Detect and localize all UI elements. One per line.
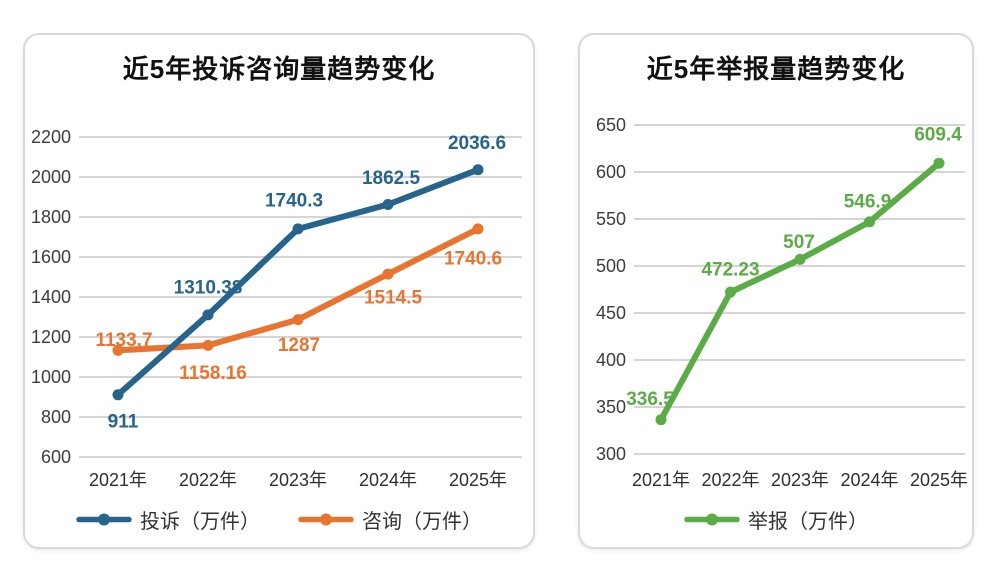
legend-item: 投诉（万件） bbox=[76, 505, 260, 534]
legend-item: 举报（万件） bbox=[684, 505, 868, 534]
data-point-marker bbox=[112, 344, 124, 356]
data-point-marker bbox=[382, 199, 394, 210]
x-tick-label: 2023年 bbox=[269, 470, 327, 490]
y-tick-label: 1000 bbox=[31, 367, 71, 387]
legend-label: 咨询（万件） bbox=[362, 510, 482, 533]
legend-label: 举报（万件） bbox=[748, 510, 868, 533]
legend-line-marker-icon bbox=[298, 513, 354, 525]
y-tick-label: 450 bbox=[596, 303, 626, 323]
legend-label: 投诉（万件） bbox=[140, 510, 260, 533]
y-tick-label: 1400 bbox=[31, 287, 71, 307]
legend-dot bbox=[98, 513, 110, 525]
y-tick-label: 600 bbox=[596, 162, 626, 182]
data-label: 1740.6 bbox=[444, 248, 502, 269]
legend-line-marker-icon bbox=[684, 513, 740, 525]
line-chart-complaints-consultations: 2200 2000 1800 1600 1400 1200 1000 800 600 2021年 2… bbox=[31, 127, 522, 490]
legend-dot bbox=[706, 513, 718, 525]
x-tick-label: 2021年 bbox=[89, 470, 147, 490]
series-line-0 bbox=[658, 160, 942, 423]
data-point-marker bbox=[292, 223, 304, 235]
data-point-marker bbox=[202, 309, 214, 321]
data-label: 472.23 bbox=[701, 260, 759, 281]
y-tick-label: 550 bbox=[596, 209, 626, 229]
y-tick-label: 350 bbox=[596, 397, 626, 417]
x-tick-label: 2022年 bbox=[701, 470, 759, 490]
x-tick-label: 2021年 bbox=[632, 470, 690, 490]
data-point-marker bbox=[794, 253, 806, 265]
data-label: 546.9 bbox=[844, 191, 892, 212]
chart-legend: 举报（万件） bbox=[580, 502, 972, 536]
x-tick-label: 2023年 bbox=[771, 470, 829, 490]
data-label: 2036.6 bbox=[448, 133, 506, 154]
data-label: 1514.5 bbox=[364, 288, 423, 309]
series-line-0 bbox=[115, 225, 481, 354]
chart-title: 近5年举报量趋势变化 bbox=[646, 54, 906, 84]
y-tick-label: 650 bbox=[596, 115, 626, 135]
data-point-marker bbox=[864, 216, 875, 228]
data-point-marker bbox=[382, 268, 394, 280]
chart-title: 近5年投诉咨询量趋势变化 bbox=[122, 54, 436, 84]
y-tick-label: 1800 bbox=[31, 207, 71, 227]
x-tick-label: 2025年 bbox=[910, 470, 968, 490]
data-point-marker bbox=[472, 164, 484, 176]
data-label: 609.4 bbox=[914, 125, 962, 146]
x-tick-label: 2024年 bbox=[359, 470, 417, 490]
x-tick-label: 2022年 bbox=[179, 470, 237, 490]
y-tick-label: 1200 bbox=[31, 327, 71, 347]
data-label: 336.5 bbox=[626, 389, 674, 410]
data-label: 1287 bbox=[278, 335, 320, 356]
data-label: 1740.3 bbox=[265, 190, 323, 211]
data-label: 507 bbox=[783, 232, 815, 253]
y-tick-label: 1600 bbox=[31, 247, 71, 267]
data-label: 1310.38 bbox=[174, 277, 243, 298]
y-tick-label: 300 bbox=[596, 444, 626, 464]
data-label: 911 bbox=[108, 411, 139, 432]
data-point-marker bbox=[472, 223, 484, 235]
data-point-marker bbox=[292, 314, 304, 326]
y-tick-label: 2200 bbox=[31, 127, 71, 147]
legend-dot bbox=[320, 513, 332, 525]
data-label: 1133.7 bbox=[95, 330, 152, 351]
y-tick-label: 800 bbox=[41, 407, 71, 427]
data-point-marker bbox=[933, 157, 945, 169]
data-label: 1862.5 bbox=[362, 168, 421, 189]
line-chart-reports: 650 600 550 500 450 400 350 300 2021年 2022年 2023年 2… bbox=[596, 115, 968, 490]
x-tick-label: 2025年 bbox=[449, 470, 507, 490]
chart-card-complaints-consultations: 近5年投诉咨询量趋势变化 2200 2000 1800 1600 1400 1200 100… bbox=[23, 33, 535, 549]
data-point-marker bbox=[655, 414, 667, 426]
y-tick-label: 500 bbox=[596, 256, 626, 276]
data-point-marker bbox=[202, 339, 214, 351]
data-point-marker bbox=[725, 286, 736, 298]
chart-legend: 投诉（万件） 咨询（万件） bbox=[25, 502, 533, 536]
y-tick-label: 600 bbox=[41, 447, 71, 467]
chart-card-reports: 近5年举报量趋势变化 650 600 550 500 450 400 350 300 2021年… bbox=[578, 33, 974, 549]
x-tick-label: 2024年 bbox=[840, 470, 898, 490]
data-label: 1158.16 bbox=[179, 363, 247, 384]
legend-line-marker-icon bbox=[76, 513, 132, 525]
legend-item: 咨询（万件） bbox=[298, 505, 482, 534]
y-tick-label: 2000 bbox=[31, 167, 71, 187]
y-tick-label: 400 bbox=[596, 350, 626, 370]
data-point-marker bbox=[112, 389, 124, 401]
